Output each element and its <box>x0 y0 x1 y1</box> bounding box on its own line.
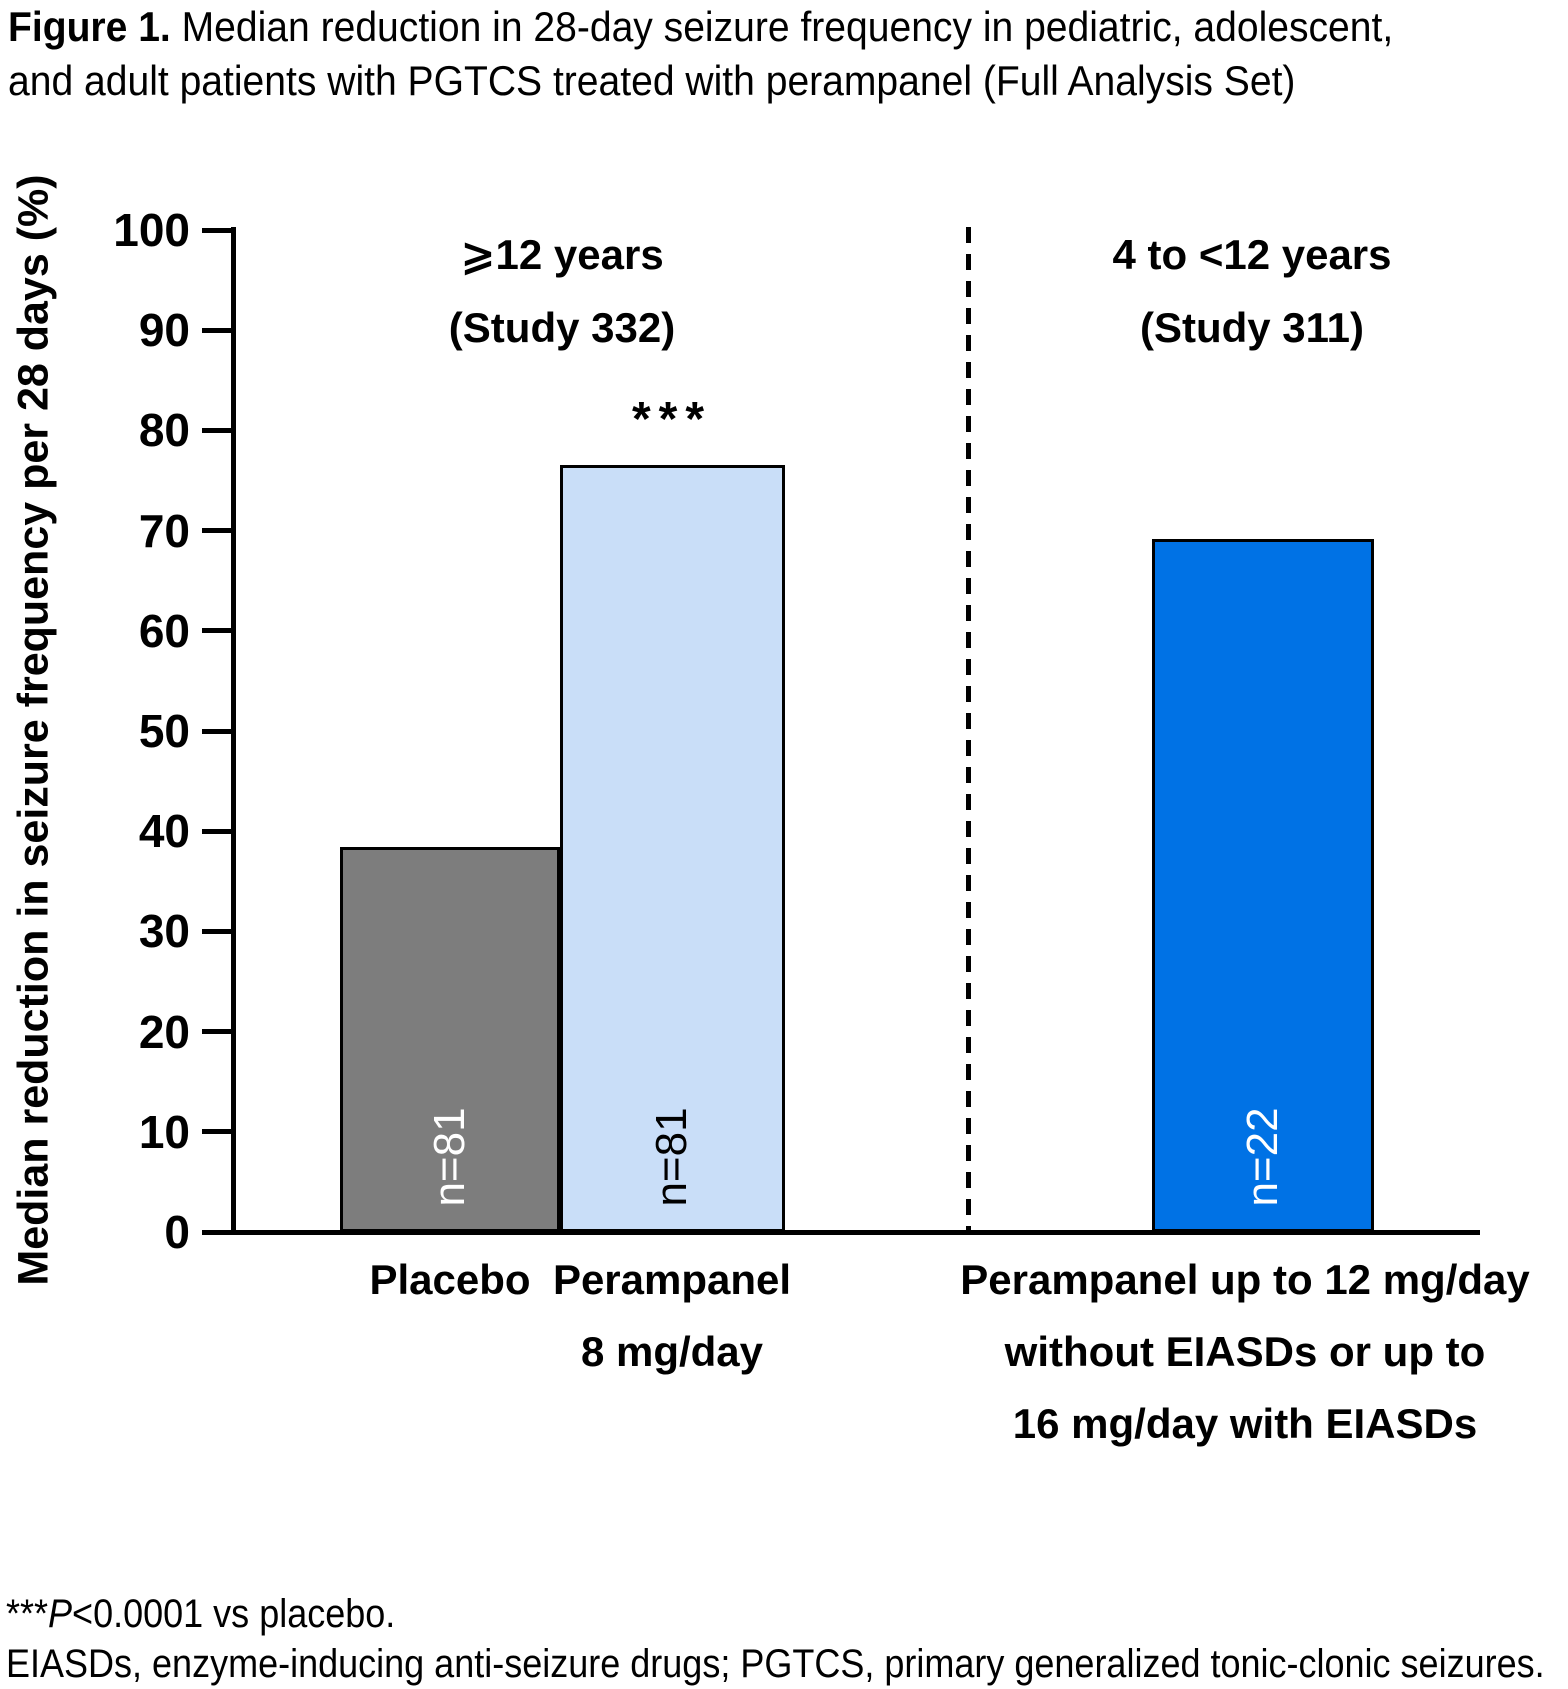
y-tick <box>202 728 232 734</box>
y-tick <box>202 828 232 834</box>
footnote-stars: *** <box>6 1592 49 1636</box>
y-tick-label: 40 <box>138 805 190 858</box>
footnote-pvalue: ***P<0.0001 vs placebo. <box>6 1589 1568 1639</box>
y-tick <box>202 528 232 534</box>
y-tick-label: 90 <box>138 304 190 357</box>
footnotes: ***P<0.0001 vs placebo. EIASDs, enzyme-i… <box>6 1589 1568 1689</box>
y-tick-label: 30 <box>138 905 190 958</box>
figure-title-line-1-text: Median reduction in 28-day seizure frequ… <box>170 3 1394 50</box>
category-label-line: Perampanel <box>552 1256 792 1303</box>
y-tick <box>202 427 232 433</box>
y-axis-title: Median reduction in seizure frequency pe… <box>9 174 58 1286</box>
y-axis-line <box>231 227 236 1235</box>
bar-perampanel <box>560 465 785 1232</box>
y-tick-label: 50 <box>138 705 190 757</box>
bar-n-label: n=81 <box>647 1107 696 1207</box>
y-tick-label: 10 <box>138 1105 190 1158</box>
figure-number: Figure 1. <box>8 3 171 50</box>
footnote-p-symbol: P <box>48 1592 73 1636</box>
bar-n-label: n=22 <box>1238 1107 1287 1207</box>
category-label-line: 16 mg/day with EIASDs <box>1012 1400 1478 1447</box>
category-label-line: 8 mg/day <box>580 1328 764 1375</box>
category-label: Placebo <box>369 1244 530 1316</box>
category-label: Perampanel 8 mg/day <box>553 1244 791 1388</box>
category-label-line: without EIASDs or up to <box>1004 1328 1486 1375</box>
group-header-study332-line2: (Study 332) <box>448 304 676 351</box>
y-tick-label: 100 <box>113 204 190 256</box>
y-tick-label: 60 <box>138 604 190 657</box>
category-label-line: Perampanel up to 12 mg/day <box>960 1256 1530 1303</box>
y-tick <box>202 327 232 333</box>
y-tick-label: 20 <box>138 1005 190 1058</box>
y-tick-label: 0 <box>164 1206 190 1258</box>
y-tick <box>202 928 232 934</box>
figure-title-line-1: Figure 1. Median reduction in 28-day sei… <box>8 0 1552 54</box>
group-header-study311-line1: 4 to <12 years <box>1112 231 1392 278</box>
footnote-pvalue-text: <0.0001 vs placebo. <box>72 1592 396 1636</box>
y-tick-label: 80 <box>138 404 190 457</box>
group-header-study311-line2: (Study 311) <box>1139 304 1365 351</box>
group-header-study332-line1: ⩾12 years <box>460 231 664 278</box>
y-tick-label: 70 <box>138 504 190 557</box>
significance-stars: *** <box>631 393 713 446</box>
group-divider-dashed-line <box>966 227 971 1232</box>
y-tick <box>202 1129 232 1135</box>
bar-placebo <box>340 847 560 1232</box>
figure-title: Figure 1. Median reduction in 28-day sei… <box>8 0 1552 108</box>
y-tick <box>202 628 232 634</box>
category-label: Perampanel up to 12 mg/day without EIASDs… <box>960 1244 1530 1460</box>
group-header-study311: 4 to <12 years (Study 311) <box>1112 218 1391 364</box>
group-header-study332: ⩾12 years (Study 332) <box>449 218 675 364</box>
footnote-abbreviations: EIASDs, enzyme-inducing anti-seizure dru… <box>6 1642 1545 1686</box>
y-tick <box>202 1029 232 1035</box>
figure-title-line-2: and adult patients with PGTCS treated wi… <box>8 57 1296 104</box>
x-axis-line <box>202 1230 1480 1235</box>
bar-perampanel-up-to-12-mg-day <box>1152 538 1374 1232</box>
bar-n-label: n=81 <box>425 1107 474 1207</box>
y-tick <box>202 227 232 233</box>
category-label-line: Placebo <box>369 1256 531 1303</box>
